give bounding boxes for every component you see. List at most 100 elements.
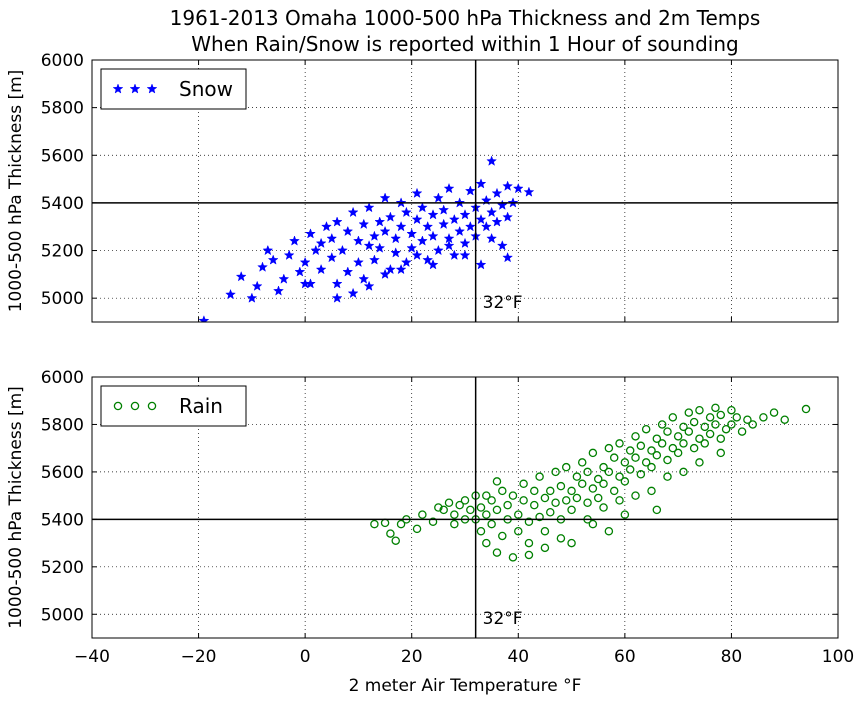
rain-point	[524, 517, 534, 526]
x-tick-label: 20	[401, 647, 423, 667]
snow-point	[400, 256, 412, 268]
snow-point	[305, 228, 316, 239]
rain-point	[631, 432, 640, 441]
snow-point	[443, 240, 455, 251]
rain-point	[711, 420, 720, 429]
snow-point	[342, 266, 354, 277]
rain-point	[530, 486, 539, 496]
snow-point	[331, 216, 343, 227]
snow-point	[496, 199, 508, 210]
snow-point	[438, 204, 450, 215]
y-tick-label: 5400	[41, 194, 84, 214]
rain-point	[732, 413, 742, 422]
y-tick-label: 6000	[41, 51, 84, 71]
x-tick-label: −40	[74, 647, 110, 667]
snow-point	[358, 273, 370, 284]
snow-point	[246, 292, 258, 303]
rain-point	[439, 505, 448, 515]
y-tick-label: 5800	[41, 415, 84, 435]
rain-point	[716, 410, 726, 420]
snow-point	[299, 256, 311, 268]
rain-point	[743, 415, 752, 424]
snow-point	[278, 273, 290, 284]
snow-point	[310, 244, 322, 256]
rain-point	[418, 510, 427, 519]
snow-point	[262, 244, 274, 256]
rain-point	[727, 405, 736, 415]
snow-point	[432, 192, 444, 203]
x-axis-label: 2 meter Air Temperature °F	[349, 676, 582, 696]
rain-point	[561, 496, 571, 505]
snow-point	[438, 218, 450, 229]
rain-point	[636, 441, 646, 451]
rain-point	[482, 510, 491, 519]
rain-point	[604, 443, 614, 453]
rain-point	[705, 413, 715, 422]
x-tick-label: 0	[300, 647, 311, 667]
rain-point	[609, 453, 619, 462]
snow-point	[395, 263, 407, 275]
rain-point	[625, 446, 635, 455]
snow-point	[225, 288, 236, 300]
snow-point	[411, 249, 423, 260]
rain-point	[476, 526, 486, 536]
snow-point	[353, 235, 364, 246]
snow-point	[400, 206, 412, 218]
rain-point	[498, 531, 507, 541]
snow-point	[347, 287, 359, 299]
rain-point	[599, 479, 608, 489]
legend-marker	[130, 401, 140, 411]
snow-point	[374, 216, 386, 227]
data-points	[370, 403, 811, 562]
rain-point	[668, 443, 678, 453]
snow-point	[326, 232, 338, 244]
snow-point	[289, 235, 300, 246]
snow-point	[480, 220, 492, 232]
legend-marker	[146, 83, 158, 94]
rain-point	[535, 472, 544, 481]
rain-point	[455, 500, 464, 510]
snow-point	[384, 263, 396, 275]
chart-title-line1: 1961-2013 Omaha 1000-500 hPa Thickness a…	[170, 6, 761, 30]
y-axis-label: 1000-500 hPa Thickness [m]	[6, 70, 26, 313]
rain-point	[492, 477, 502, 486]
snow-point	[464, 220, 476, 232]
snow-point	[353, 256, 364, 268]
rain-point	[652, 451, 662, 460]
rain-point	[599, 462, 608, 472]
snow-point	[363, 201, 375, 213]
rain-point	[631, 453, 640, 462]
rain-point	[663, 472, 672, 481]
rain-point	[519, 496, 528, 505]
rain-point	[689, 443, 699, 453]
rain-point	[551, 467, 560, 477]
rain-point	[508, 491, 518, 500]
snow-point	[390, 247, 402, 258]
snow-point	[342, 225, 354, 237]
rain-point	[593, 493, 603, 503]
legend-label: Snow	[179, 77, 233, 101]
snow-point	[486, 155, 498, 166]
rain-point	[705, 429, 715, 439]
rain-point	[386, 529, 395, 538]
y-tick-label: 5600	[41, 463, 84, 483]
rain-point	[572, 472, 582, 481]
rain-point	[567, 538, 576, 548]
snow-point	[454, 225, 466, 237]
legend-marker	[147, 401, 157, 411]
rain-point	[700, 439, 710, 448]
rain-point	[535, 512, 544, 522]
rain-point	[583, 467, 592, 477]
rain-point	[684, 408, 694, 417]
snow-point	[496, 240, 508, 251]
snow-point	[294, 266, 306, 277]
rain-point	[737, 427, 747, 436]
snow-point	[491, 216, 503, 227]
rain-point	[556, 534, 566, 543]
rain-point	[577, 458, 587, 467]
rain-point	[780, 415, 789, 424]
rain-point	[620, 458, 630, 467]
rain-point	[615, 472, 624, 481]
freezing-annotation: 32°F	[483, 609, 523, 629]
snow-point	[427, 209, 439, 220]
